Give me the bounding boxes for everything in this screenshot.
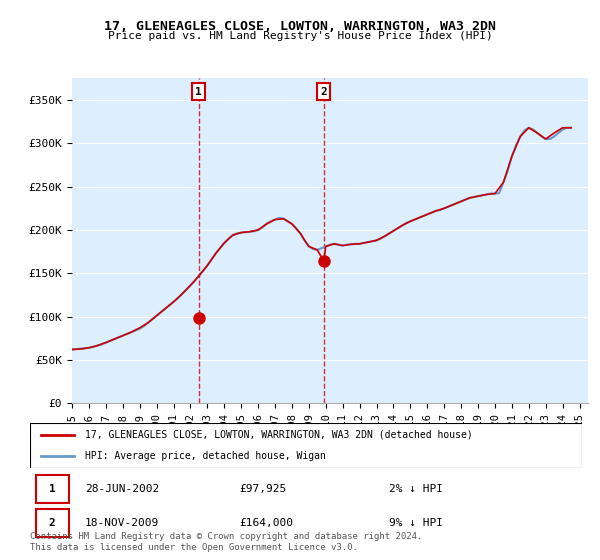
Text: 28-JUN-2002: 28-JUN-2002 [85,484,160,494]
Text: Price paid vs. HM Land Registry's House Price Index (HPI): Price paid vs. HM Land Registry's House … [107,31,493,41]
Text: 1: 1 [196,86,202,96]
Text: Contains HM Land Registry data © Crown copyright and database right 2024.
This d: Contains HM Land Registry data © Crown c… [30,532,422,552]
Text: £97,925: £97,925 [240,484,287,494]
Text: 2: 2 [49,518,55,528]
FancyBboxPatch shape [35,475,68,503]
FancyBboxPatch shape [30,423,582,468]
FancyBboxPatch shape [35,509,68,537]
Text: 17, GLENEAGLES CLOSE, LOWTON, WARRINGTON, WA3 2DN: 17, GLENEAGLES CLOSE, LOWTON, WARRINGTON… [104,20,496,32]
Text: HPI: Average price, detached house, Wigan: HPI: Average price, detached house, Wiga… [85,450,326,460]
Text: 1: 1 [49,484,55,494]
Text: 2% ↓ HPI: 2% ↓ HPI [389,484,443,494]
Text: 2: 2 [320,86,327,96]
Text: 17, GLENEAGLES CLOSE, LOWTON, WARRINGTON, WA3 2DN (detached house): 17, GLENEAGLES CLOSE, LOWTON, WARRINGTON… [85,430,473,440]
Text: 18-NOV-2009: 18-NOV-2009 [85,518,160,528]
Text: 9% ↓ HPI: 9% ↓ HPI [389,518,443,528]
Text: £164,000: £164,000 [240,518,294,528]
